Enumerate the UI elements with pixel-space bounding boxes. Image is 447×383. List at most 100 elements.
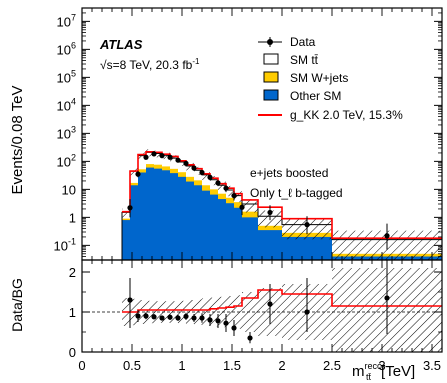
data-point — [167, 154, 173, 160]
data-point — [135, 171, 141, 177]
energy-lumi-label: √s=8 TeV, 20.3 fb-1 — [100, 57, 200, 72]
data-point — [175, 157, 181, 163]
legend: Data SM tt̄ SM W+jets Other SM g_KK 2.0 … — [258, 35, 403, 122]
y-tick-label: 106 — [57, 40, 76, 57]
ratio-point — [247, 335, 253, 341]
ratio-point — [215, 318, 221, 324]
x-tick-label: 3.5 — [423, 358, 441, 373]
legend-item-other: Other SM — [263, 89, 341, 103]
data-point — [239, 204, 245, 210]
bar-other — [186, 181, 194, 260]
x-tick-label: 0 — [78, 358, 85, 373]
legend-item-ttbar: SM tt̄ — [263, 53, 319, 67]
unc-band-bin — [154, 150, 162, 158]
ratio-point — [191, 315, 197, 321]
y-tick-label: 107 — [57, 12, 76, 29]
data-point — [159, 153, 165, 159]
unc-band-bin — [178, 158, 186, 166]
bar-other — [258, 230, 282, 260]
data-point — [207, 174, 213, 180]
data-point — [223, 185, 229, 191]
y-tick-label: 103 — [57, 124, 76, 141]
signal-line-ratio — [122, 289, 442, 313]
bar-other — [178, 176, 186, 260]
unc-band-bin — [186, 162, 194, 171]
y-tick-label: 10-1 — [54, 236, 76, 253]
bar-other — [210, 194, 218, 260]
selection-label-2: Only t_ℓ b-tagged — [250, 186, 343, 200]
y-axis-label-top: Events/0.08 TeV — [9, 86, 26, 195]
data-point — [143, 154, 149, 160]
ratio-unc-bin — [162, 301, 170, 323]
bar-other — [154, 168, 162, 260]
ratio-point — [267, 301, 273, 307]
x-tick-label: 3 — [378, 358, 385, 373]
bar-other — [202, 190, 210, 260]
unc-band-bin — [226, 185, 234, 197]
legend-label-wjets: SM W+jets — [290, 71, 348, 85]
x-tick-label: 2.5 — [323, 358, 341, 373]
bar-other — [282, 236, 332, 260]
unc-band-bin — [138, 152, 146, 160]
legend-item-signal: g_KK 2.0 TeV, 15.3% — [258, 108, 403, 122]
bar-other — [130, 185, 138, 260]
ratio-point — [199, 315, 205, 321]
x-tick-label: 0.5 — [123, 358, 141, 373]
experiment-label: ATLAS — [99, 37, 143, 52]
unc-band-bin — [146, 149, 154, 157]
data-point — [191, 165, 197, 171]
x-tick-label: 1.5 — [223, 358, 241, 373]
y-tick-label: 1 — [69, 210, 76, 225]
bar-other — [162, 170, 170, 260]
x-tick-label: 1 — [178, 358, 185, 373]
legend-label-signal: g_KK 2.0 TeV, 15.3% — [290, 108, 403, 122]
ratio-point — [135, 313, 141, 319]
ratio-point — [175, 315, 181, 321]
data-point — [267, 209, 273, 216]
data-point — [384, 233, 390, 239]
ratio-point — [159, 315, 165, 321]
unc-band-bin — [218, 181, 226, 192]
ratio-unc-bin — [202, 298, 210, 326]
bar-other — [226, 203, 234, 260]
unc-band-bin — [202, 171, 210, 180]
ratio-point — [167, 314, 173, 320]
unc-band-bin — [242, 199, 258, 213]
data-point — [199, 169, 205, 176]
data-point — [183, 160, 189, 166]
y-tick-label: 104 — [57, 96, 76, 113]
bar-other — [194, 185, 202, 260]
signal-ratio-line — [122, 289, 442, 313]
y-tick-label: 102 — [57, 152, 76, 169]
bar-other — [234, 207, 242, 260]
data-points-ratio — [127, 260, 390, 344]
unc-band-bin — [194, 166, 202, 175]
unc-band-bin — [234, 191, 242, 203]
y-tick-label: 10 — [62, 182, 76, 197]
ratio-point — [151, 314, 157, 320]
legend-label-ttbar: SM tt̄ — [290, 53, 319, 67]
bar-other — [170, 173, 178, 260]
x-axis-label: mreco tt̄ [TeV] — [352, 361, 415, 382]
y-tick-label: 105 — [57, 68, 76, 85]
x-tick-label: 2 — [278, 358, 285, 373]
ratio-point — [127, 297, 133, 303]
bar-other — [218, 199, 226, 260]
data-point — [215, 180, 221, 186]
data-point — [231, 192, 237, 199]
data-point — [151, 151, 157, 157]
bar-other — [242, 217, 258, 260]
data-point — [127, 205, 133, 211]
bar-other — [138, 172, 146, 260]
data-points-top — [127, 151, 390, 250]
legend-item-wjets: SM W+jets — [263, 71, 348, 85]
ratio-point — [183, 313, 189, 319]
ratio-point — [231, 325, 237, 331]
ratio-y-tick-label: 2 — [69, 265, 76, 280]
ratio-point — [143, 313, 149, 319]
ratio-point — [384, 295, 390, 301]
selection-label-1: e+jets boosted — [250, 166, 328, 180]
ratio-point — [223, 320, 229, 326]
legend-item-data: Data — [258, 35, 316, 49]
